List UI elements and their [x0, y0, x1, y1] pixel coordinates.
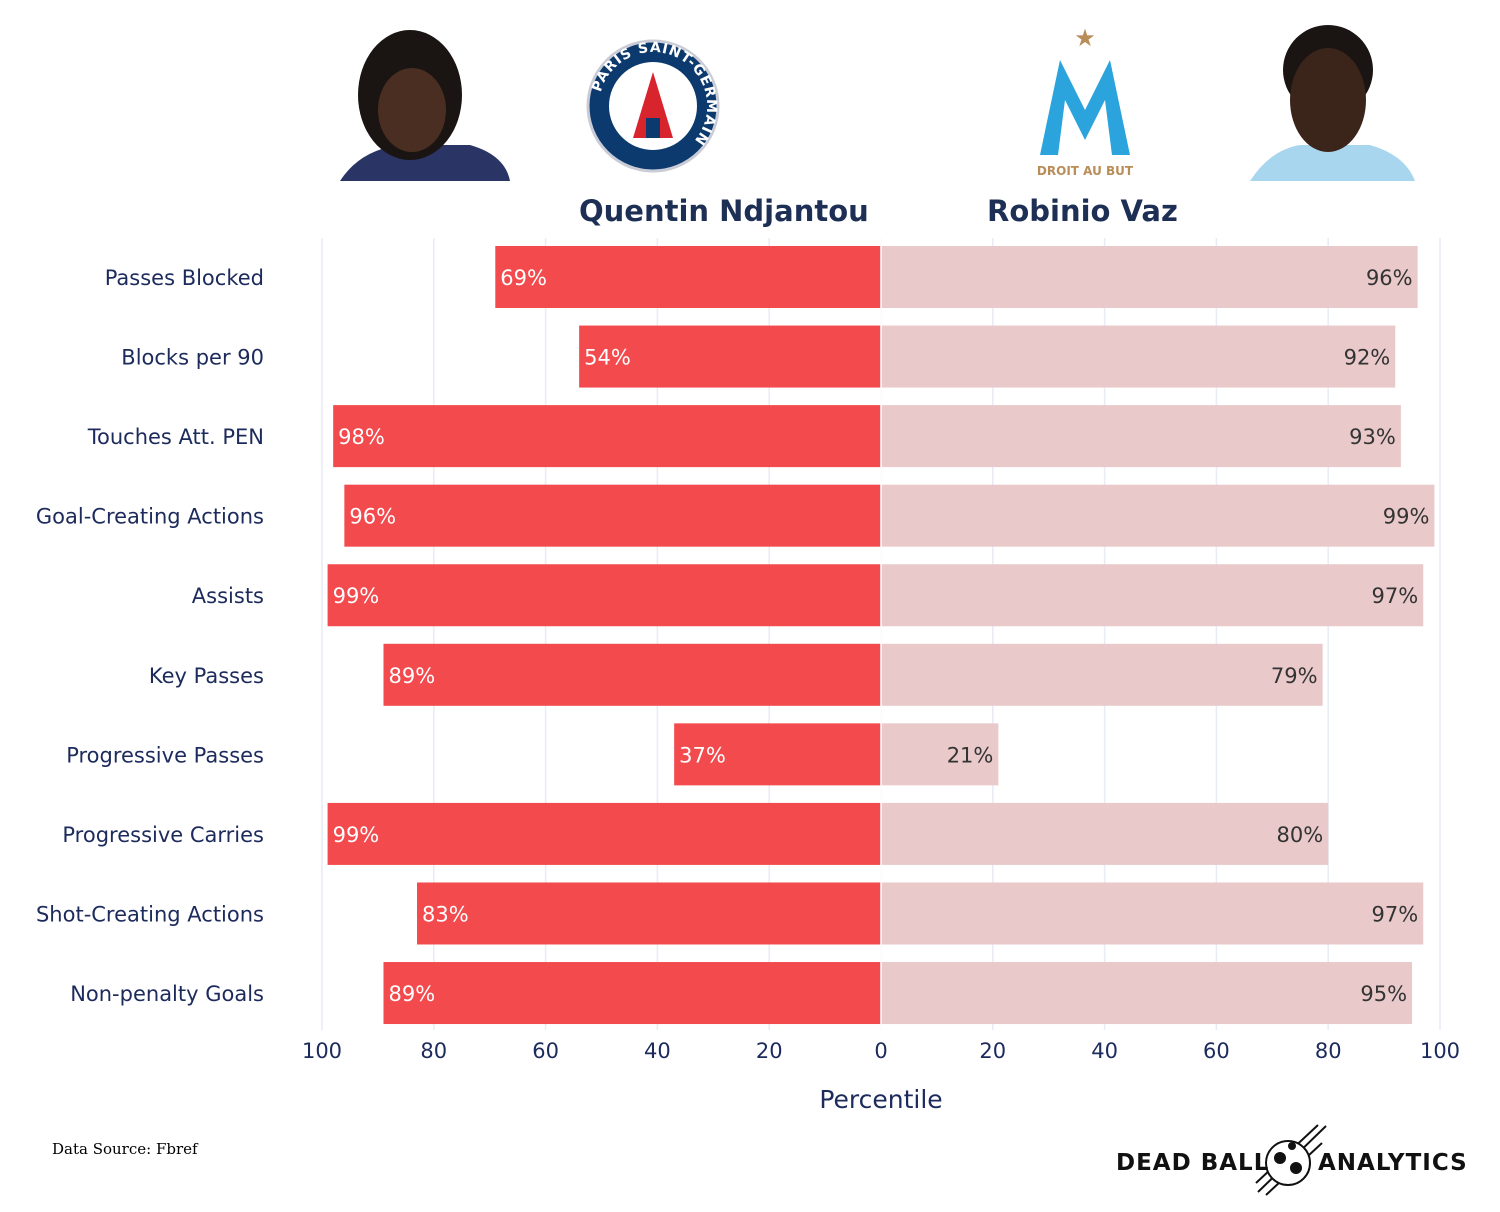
data-label-right: 95% [1360, 982, 1407, 1006]
category-label: Touches Att. PEN [87, 425, 264, 449]
bar-left [674, 723, 881, 786]
x-tick-label: 80 [420, 1039, 447, 1063]
category-label: Passes Blocked [105, 266, 264, 290]
bar-right [881, 962, 1413, 1025]
brand-right: ANALYTICS [1318, 1150, 1468, 1176]
om-logo: ★ DROIT AU BUT [1037, 24, 1134, 178]
brand-left: DEAD BALL [1116, 1150, 1270, 1176]
star-icon: ★ [1074, 24, 1096, 52]
left-player-photo [340, 30, 510, 181]
bar-right [881, 643, 1323, 706]
data-label-left: 89% [388, 664, 435, 688]
data-label-right: 80% [1277, 823, 1324, 847]
data-label-right: 21% [947, 743, 994, 767]
psg-logo: PARIS SAINT-GERMAIN [586, 39, 720, 173]
data-label-right: 79% [1271, 664, 1318, 688]
x-tick-label: 40 [1091, 1039, 1118, 1063]
bar-left [495, 246, 881, 308]
data-label-left: 83% [422, 902, 469, 926]
bar-left [327, 802, 882, 865]
x-tick-label: 20 [756, 1039, 783, 1063]
data-label-left: 37% [679, 743, 726, 767]
bar-right [881, 325, 1396, 388]
category-label: Key Passes [149, 664, 264, 688]
bar-right [881, 484, 1435, 547]
bar-right [881, 882, 1424, 945]
bar-left [333, 405, 881, 468]
category-label: Shot-Creating Actions [36, 902, 264, 926]
bar-left [579, 325, 881, 388]
bar-left [383, 643, 881, 706]
bar-right [881, 564, 1424, 627]
x-tick-label: 60 [532, 1039, 559, 1063]
data-label-right: 93% [1349, 425, 1396, 449]
right-player-photo [1250, 25, 1415, 181]
data-label-right: 97% [1372, 902, 1419, 926]
bar-left [327, 564, 882, 627]
data-label-right: 92% [1344, 346, 1391, 370]
om-motto: DROIT AU BUT [1037, 164, 1134, 178]
category-label: Non-penalty Goals [70, 982, 264, 1006]
data-label-left: 54% [584, 346, 631, 370]
bar-left [383, 962, 881, 1025]
data-label-right: 97% [1372, 584, 1419, 608]
category-label: Goal-Creating Actions [36, 505, 264, 529]
x-tick-label: 100 [1420, 1039, 1460, 1063]
x-tick-label: 0 [874, 1039, 887, 1063]
data-label-right: 96% [1366, 266, 1413, 290]
x-tick-label: 100 [302, 1039, 342, 1063]
category-label: Progressive Carries [62, 823, 264, 847]
data-label-left: 99% [333, 584, 380, 608]
bar-right [881, 246, 1418, 308]
category-label: Progressive Passes [66, 743, 264, 767]
football-icon [1255, 1124, 1327, 1196]
x-tick-label: 80 [1315, 1039, 1342, 1063]
x-axis-label: Percentile [819, 1085, 942, 1114]
category-label: Blocks per 90 [121, 346, 264, 370]
x-tick-label: 60 [1203, 1039, 1230, 1063]
x-tick-label: 40 [644, 1039, 671, 1063]
data-source: Data Source: Fbref [52, 1140, 198, 1158]
data-label-left: 99% [333, 823, 380, 847]
bar-left [417, 882, 881, 945]
data-label-left: 89% [388, 982, 435, 1006]
data-label-left: 96% [349, 505, 396, 529]
bar-right [881, 405, 1401, 468]
category-label: Assists [192, 584, 264, 608]
right-player-name: Robinio Vaz [987, 194, 1178, 228]
bar-right [881, 802, 1329, 865]
bar-right [881, 723, 999, 786]
x-tick-label: 20 [979, 1039, 1006, 1063]
data-label-left: 69% [500, 266, 547, 290]
bar-left [344, 484, 881, 547]
data-label-left: 98% [338, 425, 385, 449]
data-label-right: 99% [1383, 505, 1430, 529]
left-player-name: Quentin Ndjantou [579, 194, 869, 228]
